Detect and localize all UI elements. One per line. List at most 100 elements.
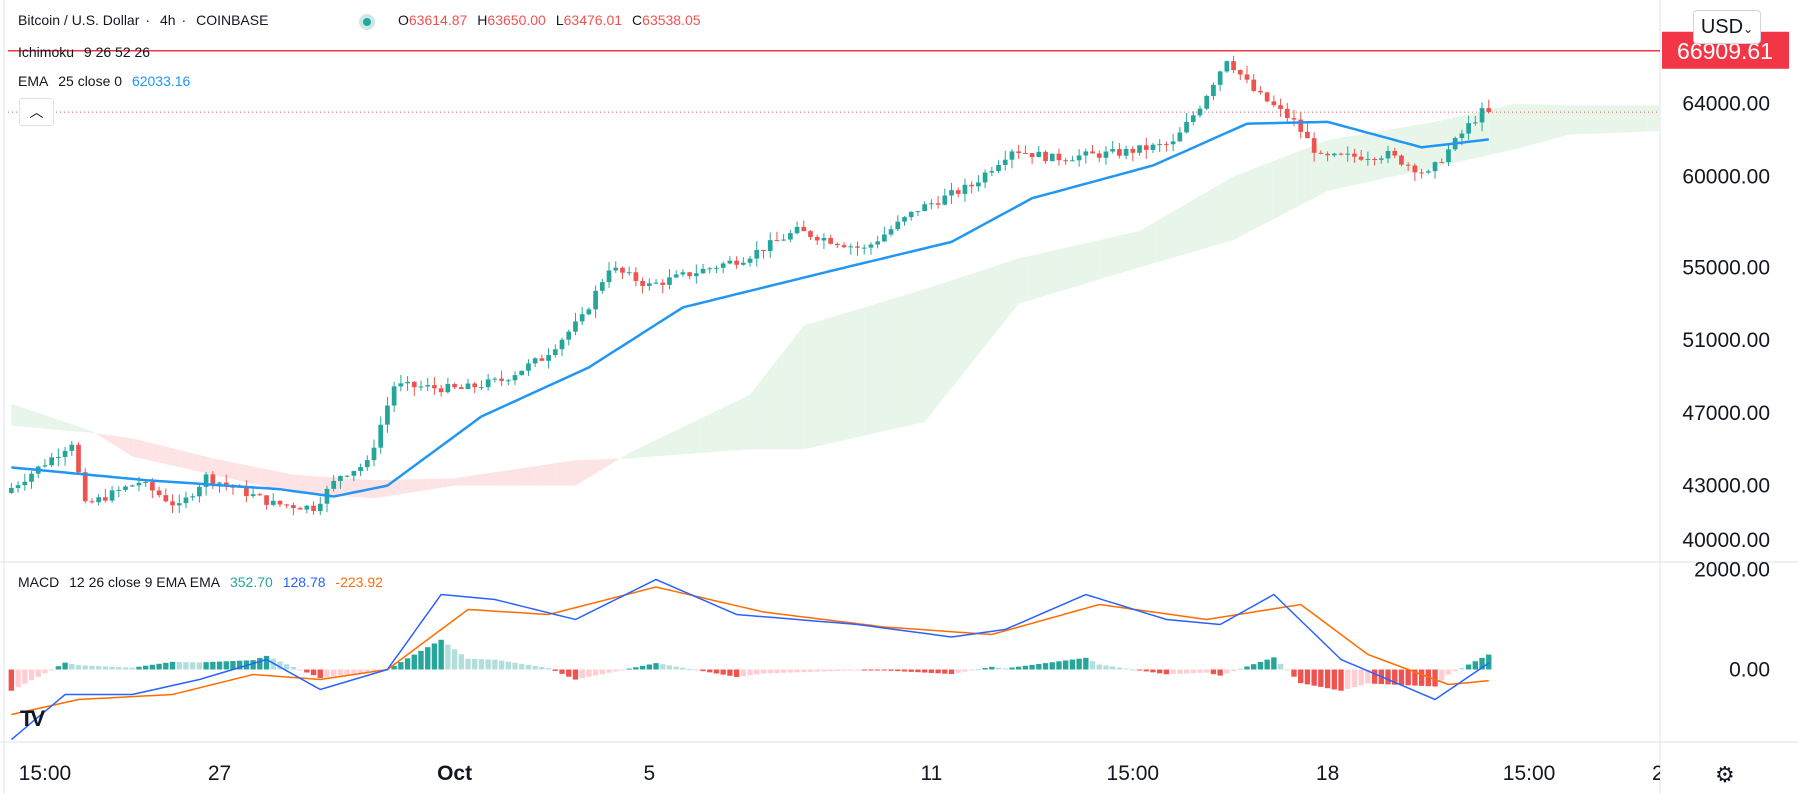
macd-histogram-bar <box>425 647 431 670</box>
macd-histogram-bar <box>1311 669 1317 686</box>
candle-body <box>277 500 283 505</box>
ichimoku-cloud-segment <box>226 461 233 480</box>
ichimoku-cloud-segment <box>669 428 680 456</box>
macd-histogram-bar <box>310 669 317 676</box>
macd-histogram-bar <box>404 658 411 670</box>
candle-body <box>1264 92 1270 102</box>
candle-body <box>223 482 229 486</box>
candle-body <box>1392 150 1398 156</box>
candle-body <box>297 508 303 510</box>
ichimoku-cloud-segment <box>545 463 556 486</box>
macd-histogram-bar <box>62 662 68 670</box>
gear-icon[interactable]: ⚙ <box>1715 762 1735 787</box>
candle-body <box>1365 159 1371 161</box>
candle-body <box>955 190 961 194</box>
ichimoku-cloud-segment <box>380 479 388 498</box>
ichimoku-cloud-segment <box>138 439 146 460</box>
ichimoku-cloud-segment <box>1186 199 1195 254</box>
macd-histogram-bar <box>1452 669 1458 672</box>
candle-body <box>787 233 793 240</box>
macd-histogram-bar <box>1412 669 1418 686</box>
macd-histogram-bar <box>1257 661 1264 670</box>
candle-body <box>888 229 894 235</box>
ichimoku-legend[interactable]: Ichimoku 9 26 52 26 <box>18 44 156 60</box>
ichimoku-cloud-segment <box>1555 105 1561 139</box>
candle-body <box>861 247 867 249</box>
candle-body <box>1472 122 1478 124</box>
ichimoku-cloud-segment <box>1288 152 1297 212</box>
candle-body <box>1063 160 1069 162</box>
ichimoku-cloud-segment <box>206 456 213 475</box>
candle-body <box>613 267 619 271</box>
ichimoku-cloud-segment <box>932 284 941 413</box>
candle-body <box>1352 153 1357 157</box>
candle-body <box>680 272 686 275</box>
chevron-up-icon[interactable]: ︿ <box>19 98 54 126</box>
ichimoku-cloud-segment <box>172 448 180 468</box>
candle-body <box>385 405 390 425</box>
macd-histogram-bar <box>22 669 28 684</box>
ichimoku-cloud-segment <box>1592 105 1601 134</box>
ichimoku-cloud-segment <box>108 435 113 444</box>
candle-body <box>304 505 310 510</box>
macd-histogram-bar <box>277 661 283 670</box>
candle-body <box>640 280 645 286</box>
symbol-legend[interactable]: Bitcoin / U.S. Dollar · 4h · COINBASE <box>18 12 274 28</box>
macd-legend[interactable]: MACD 12 26 close 9 EMA EMA 352.70 128.78… <box>18 574 389 590</box>
legend-sep-2: · <box>181 12 187 28</box>
candle-body <box>438 388 444 393</box>
macd-histogram-bar <box>1210 669 1217 675</box>
candle-body <box>646 283 652 286</box>
macd-histogram-bar <box>666 665 673 670</box>
ichimoku-cloud-segment <box>606 458 612 467</box>
currency-selector[interactable]: USD⌄ <box>1693 10 1761 44</box>
ichimoku-cloud-segment <box>159 444 166 465</box>
candle-body <box>1378 158 1384 160</box>
macd-histogram-bar <box>888 669 894 671</box>
ichimoku-cloud-segment <box>767 365 773 450</box>
tradingview-logo-icon[interactable]: TV <box>20 706 45 731</box>
candle-body <box>82 472 88 502</box>
ichimoku-cloud-segment <box>1577 105 1586 135</box>
candle-body <box>96 497 102 503</box>
candle-body <box>1164 144 1169 146</box>
macd-histogram-bar <box>28 669 35 681</box>
ichimoku-cloud-segment <box>1585 105 1593 134</box>
macd-histogram-bar <box>673 666 679 670</box>
candle-body <box>801 226 807 232</box>
macd-histogram-bar <box>1251 664 1257 670</box>
ichimoku-cloud-segment <box>894 295 905 429</box>
candle-body <box>761 249 766 252</box>
macd-histogram-bar <box>1177 669 1183 674</box>
macd-histogram-bar <box>639 665 646 670</box>
candle-body <box>505 380 511 382</box>
ichimoku-cloud-segment <box>1468 112 1476 160</box>
candle-body <box>1150 144 1156 150</box>
ichimoku-cloud-segment <box>1655 105 1660 132</box>
market-status-icon[interactable] <box>359 14 375 30</box>
time-tick-label: 15:00 <box>1107 762 1160 785</box>
ichimoku-cloud-segment <box>300 475 307 494</box>
macd-histogram-bar <box>572 669 579 680</box>
candle-body <box>1486 108 1492 113</box>
macd-histogram-bar <box>1304 669 1311 685</box>
macd-histogram-bar <box>176 661 182 670</box>
candle-body <box>841 245 847 248</box>
macd-histogram-bar <box>331 669 337 677</box>
macd-histogram-bar <box>48 669 55 671</box>
macd-histogram-bar <box>680 667 686 670</box>
macd-histogram-bar <box>827 669 834 672</box>
macd-histogram-bar <box>780 669 787 673</box>
ichimoku-cloud-segment <box>754 383 760 450</box>
ema-name: EMA <box>18 73 49 89</box>
macd-histogram-bar <box>1392 669 1398 685</box>
ohlc-key-c: C <box>632 12 643 28</box>
ichimoku-cloud-segment <box>759 377 764 450</box>
ema-legend[interactable]: EMA 25 close 0 62033.16 <box>18 73 196 89</box>
macd-histogram-bar <box>1157 669 1163 674</box>
ichimoku-cloud-segment <box>494 470 505 486</box>
candle-body <box>767 240 773 252</box>
candle-body <box>539 358 545 361</box>
candle-body <box>740 262 746 265</box>
